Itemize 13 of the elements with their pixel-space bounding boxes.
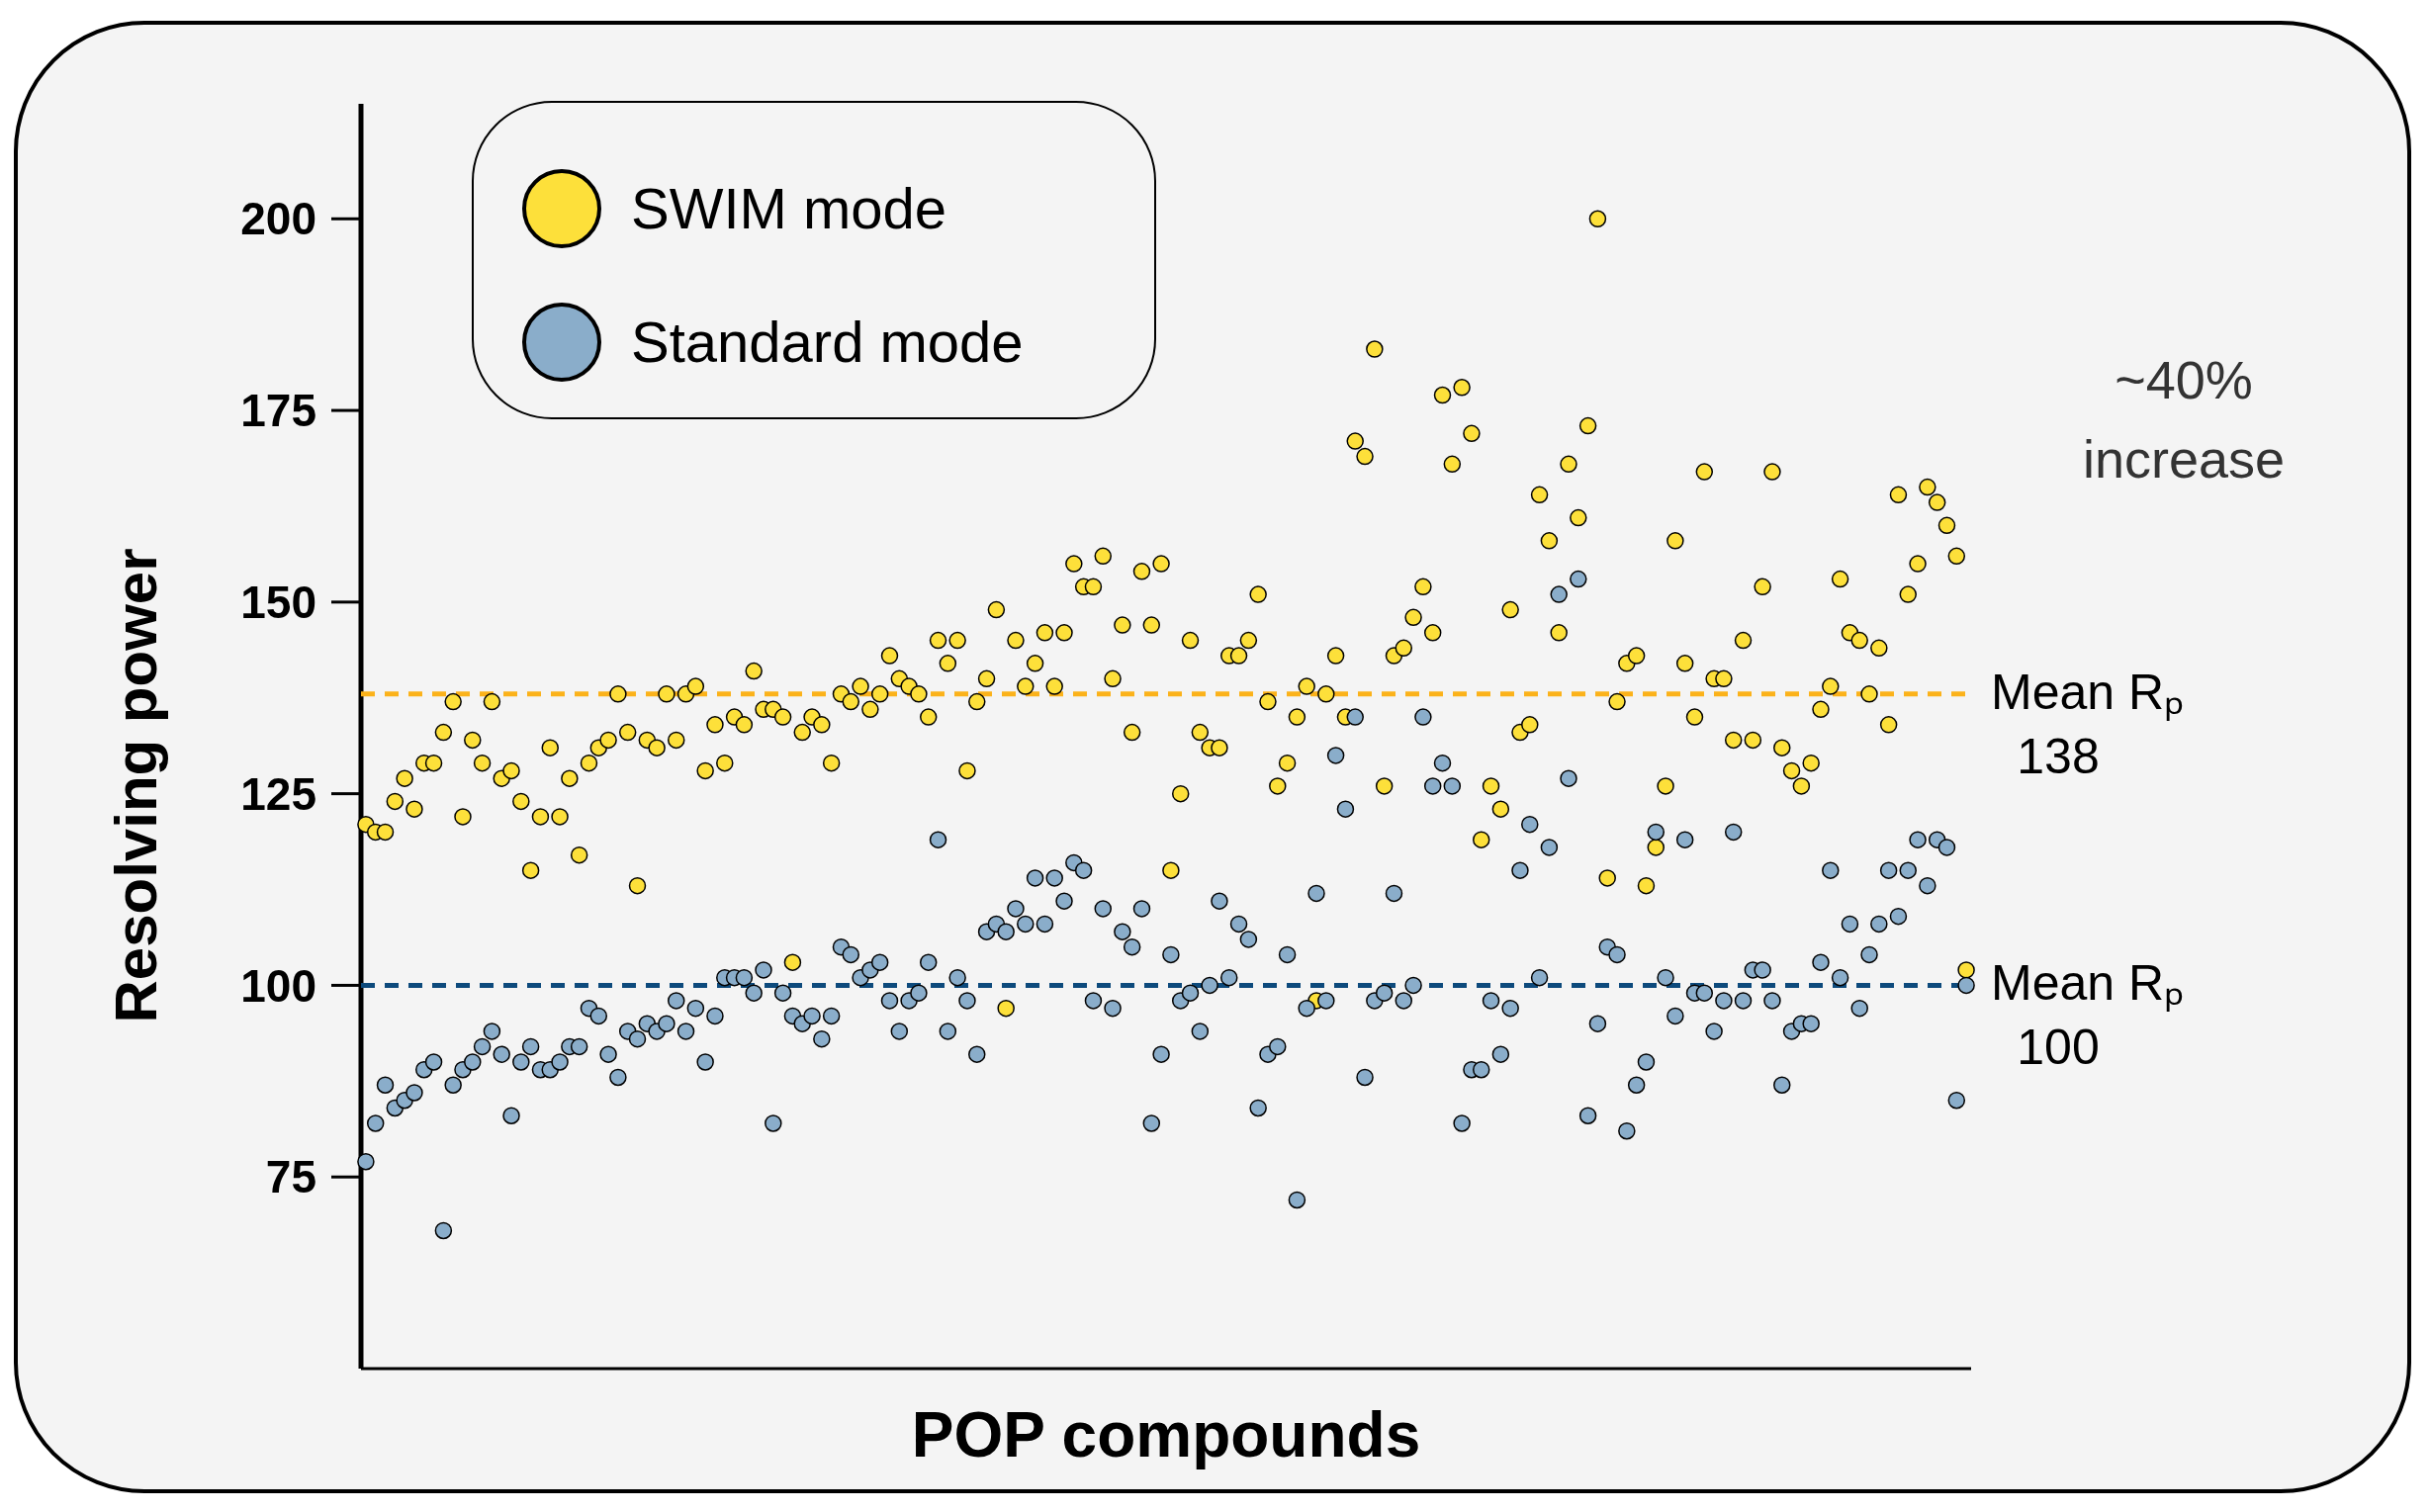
y-tick-label: 175 — [240, 385, 316, 437]
ref-line-label: Mean Rₚ 138 — [1991, 664, 2185, 784]
legend-label: Standard mode — [631, 310, 1024, 375]
y-tick-label: 200 — [240, 193, 316, 245]
y-tick-label: 100 — [240, 959, 316, 1012]
y-tick-label: 125 — [240, 767, 316, 820]
y-tick-label: 150 — [240, 576, 316, 628]
legend-label: SWIM mode — [631, 176, 947, 241]
ref-line-label: Mean Rₚ 100 — [1991, 955, 2185, 1076]
x-axis-title: POP compounds — [911, 1399, 1421, 1470]
y-axis-title: Resolving power — [103, 548, 169, 1023]
y-tick-label: 75 — [265, 1151, 316, 1203]
text: ~40% increase — [2082, 350, 2286, 489]
